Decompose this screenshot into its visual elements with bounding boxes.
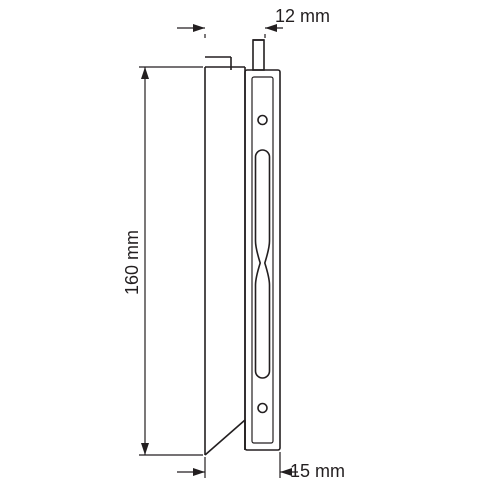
dim-top-width-label: 12 mm	[275, 6, 330, 26]
dim-height-label: 160 mm	[122, 230, 142, 295]
technical-drawing: 12 mm 15 mm 160 mm	[0, 0, 500, 500]
dim-bottom-width-label: 15 mm	[290, 461, 345, 481]
